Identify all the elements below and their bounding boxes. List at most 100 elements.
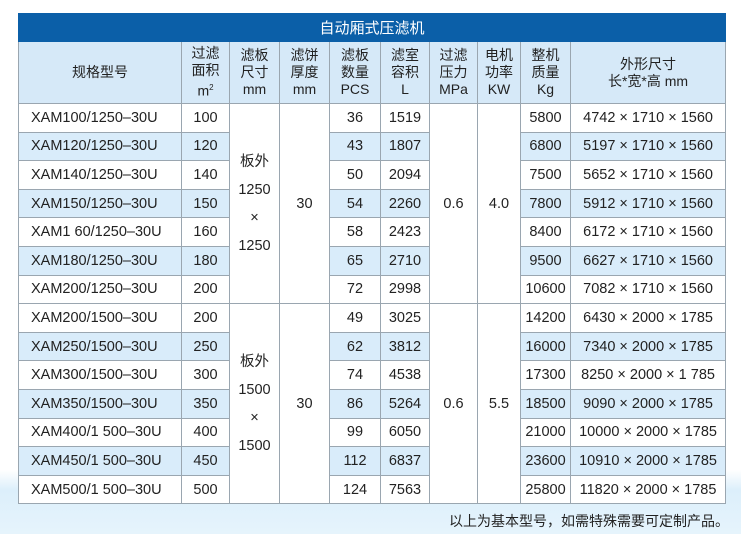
model-cell: XAM1 60/1250–30U <box>18 217 182 247</box>
model-cell: XAM120/1250–30U <box>18 131 182 162</box>
column-header: 滤板 尺寸 mm <box>229 41 280 104</box>
model-cell: XAM200/1250–30U <box>18 274 182 305</box>
header-line: 功率 <box>485 64 513 80</box>
column-header: 滤饼 厚度 mm <box>279 41 330 104</box>
column-header: 过滤 压力 MPa <box>429 41 478 104</box>
dimensions-cell: 10000 × 2000 × 1785 <box>569 417 727 448</box>
plate-count-cell: 124 <box>329 474 381 505</box>
header-line: 厚度 <box>290 64 319 80</box>
column-header: 电机 功率 KW <box>477 41 521 104</box>
dimensions-cell: 9090 × 2000 × 1785 <box>569 388 727 419</box>
header-line: mm <box>292 81 317 97</box>
weight-cell: 6800 <box>520 131 571 162</box>
model-cell: XAM100/1250–30U <box>18 103 182 133</box>
table-row: XAM300/1500–30U 300 74 4538 17300 8250 × 2000… <box>18 360 727 390</box>
area-cell: 120 <box>181 131 230 162</box>
plate-count-cell: 99 <box>329 417 381 448</box>
chamber-volume-cell: 3025 <box>380 303 430 333</box>
superscript: 2 <box>209 83 214 93</box>
area-cell: 500 <box>181 474 230 505</box>
header-line: 整机 <box>531 47 560 63</box>
header-line: 过滤 <box>439 47 468 63</box>
table-row: XAM100/1250–30U 100 板外 1250 × 1250 30 36 1519 0.6… <box>18 102 727 305</box>
plate-size-line: 板外 <box>240 153 269 170</box>
cake-thickness-cell: 30 <box>279 303 330 505</box>
area-cell: 200 <box>181 274 230 305</box>
table-row: XAM500/1 500–30U 500 124 7563 25800 11820 × 2… <box>18 474 727 505</box>
table-row: XAM180/1250–30U 180 65 2710 9500 6627 × 1710 … <box>18 245 727 276</box>
header-line: 容积 <box>391 64 419 80</box>
column-header: 过滤 面积 m2 <box>181 41 230 104</box>
header-line: 外形尺寸 <box>620 55 677 72</box>
plate-count-cell: 62 <box>329 331 381 362</box>
area-cell: 400 <box>181 417 230 448</box>
header-line: 长*宽*高 mm <box>607 72 689 89</box>
weight-cell: 8400 <box>520 217 571 247</box>
table-row: XAM120/1250–30U 120 43 1807 6800 5197 × 1710 … <box>18 131 727 162</box>
chamber-volume-cell: 3812 <box>380 331 430 362</box>
dimensions-cell: 8250 × 2000 × 1 785 <box>569 360 727 390</box>
column-header: 整机 质量 Kg <box>520 41 571 104</box>
weight-cell: 21000 <box>520 417 571 448</box>
area-cell: 180 <box>181 245 230 276</box>
plate-count-cell: 43 <box>329 131 381 162</box>
model-cell: XAM200/1500–30U <box>18 303 182 333</box>
plate-count-cell: 72 <box>329 274 381 305</box>
area-cell: 100 <box>181 103 230 133</box>
table-title: 自动厢式压滤机 <box>17 13 727 42</box>
header-line: L <box>401 81 409 97</box>
chamber-volume-cell: 5264 <box>380 388 430 419</box>
column-header: 滤室 容积 L <box>380 41 430 104</box>
model-cell: XAM250/1500–30U <box>18 331 182 362</box>
weight-cell: 5800 <box>520 103 571 133</box>
dimensions-cell: 5197 × 1710 × 1560 <box>569 131 727 162</box>
plate-count-cell: 112 <box>329 446 381 476</box>
plate-size-line: 1500 <box>238 437 271 454</box>
pressure-cell: 0.6 <box>429 303 478 505</box>
plate-size-cell: 板外 1500 × 1500 <box>229 303 280 505</box>
header-line: MPa <box>439 81 468 97</box>
chamber-volume-cell: 7563 <box>380 474 430 505</box>
table-row: XAM1 60/1250–30U 160 58 2423 8400 6172 × 1710… <box>18 217 727 247</box>
column-header: 滤板 数量 PCS <box>329 41 381 104</box>
header-line: 过滤 <box>191 45 220 62</box>
table-row: XAM250/1500–30U 250 62 3812 16000 7340 × 2000… <box>18 331 727 362</box>
weight-cell: 9500 <box>520 245 571 276</box>
header-line: 滤板 <box>341 47 369 63</box>
table-row: XAM200/1250–30U 200 72 2998 10600 7082 × 1710… <box>18 274 727 305</box>
column-header: 规格型号 <box>18 41 182 104</box>
spec-table: 自动厢式压滤机 规格型号 过滤 面积 m2 滤板 尺寸 mm 滤饼 厚度 mm 滤板 数量 PCS 滤室容… <box>17 13 727 505</box>
dimensions-cell: 7340 × 2000 × 1785 <box>569 331 727 362</box>
footnote: 以上为基本型号，如需特殊需要可定制产品。 <box>449 513 729 529</box>
dimensions-cell: 5652 × 1710 × 1560 <box>569 160 727 190</box>
header-line: Kg <box>536 81 555 97</box>
chamber-volume-cell: 2260 <box>380 188 430 219</box>
dimensions-cell: 10910 × 2000 × 1785 <box>569 446 727 476</box>
chamber-volume-cell: 6050 <box>380 417 430 448</box>
area-cell: 250 <box>181 331 230 362</box>
table-row: XAM400/1 500–30U 400 99 6050 21000 10000 × 20… <box>18 417 727 448</box>
header-line: mm <box>242 81 267 97</box>
plate-size-line: 板外 <box>240 353 269 370</box>
area-cell: 300 <box>181 360 230 390</box>
table-row: XAM150/1250–30U 150 54 2260 7800 5912 × 1710 … <box>18 188 727 219</box>
chamber-volume-cell: 4538 <box>380 360 430 390</box>
header-line: 电机 <box>485 47 513 63</box>
plate-size-line: 1500 <box>238 381 271 398</box>
plate-size-line: 1250 <box>238 181 271 198</box>
header-line: 质量 <box>531 64 560 80</box>
weight-cell: 10600 <box>520 274 571 305</box>
header-row: 规格型号 过滤 面积 m2 滤板 尺寸 mm 滤饼 厚度 mm 滤板 数量 PCS 滤室 容积 L 过滤 压力 MP… <box>18 41 727 104</box>
plate-count-cell: 50 <box>329 160 381 190</box>
area-cell: 450 <box>181 446 230 476</box>
weight-cell: 18500 <box>520 388 571 419</box>
header-line: m <box>197 82 210 99</box>
plate-size-line: 1250 <box>238 237 271 254</box>
plate-count-cell: 36 <box>329 103 381 133</box>
column-header: 外形尺寸 长*宽*高 mm <box>569 41 727 104</box>
dimensions-cell: 4742 × 1710 × 1560 <box>569 103 727 133</box>
motor-power-cell: 5.5 <box>477 303 521 505</box>
plate-count-cell: 86 <box>329 388 381 419</box>
dimensions-cell: 6627 × 1710 × 1560 <box>569 245 727 276</box>
header-line: 规格型号 <box>72 64 128 80</box>
